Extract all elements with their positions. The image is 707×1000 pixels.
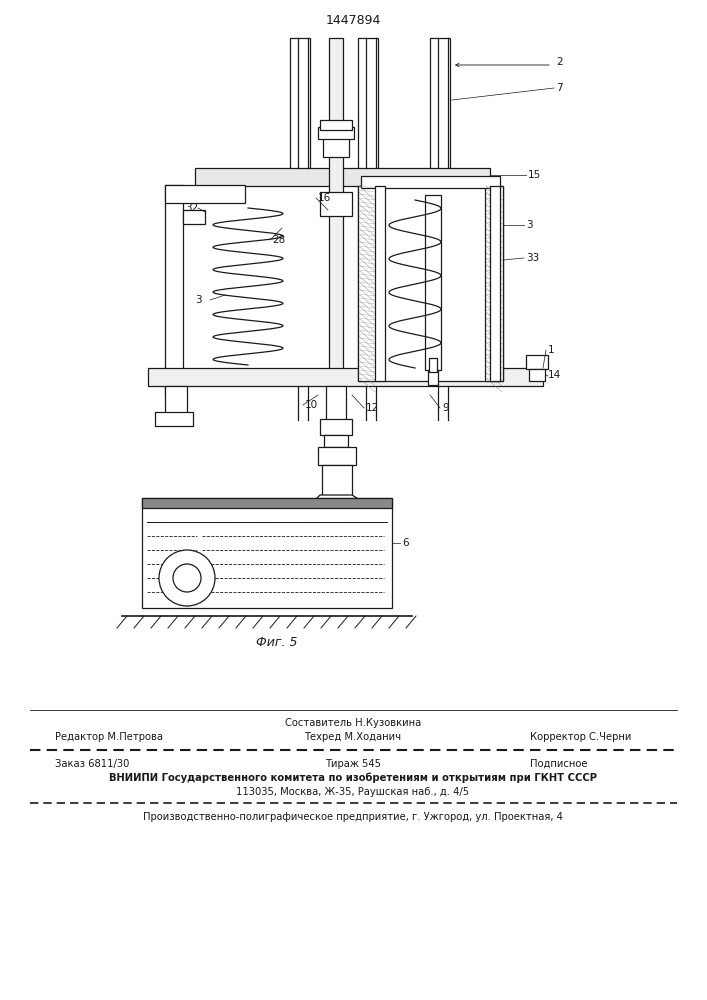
Polygon shape xyxy=(315,495,360,500)
Text: Редактор М.Петрова: Редактор М.Петрова xyxy=(55,732,163,742)
Text: 113035, Москва, Ж-35, Раушская наб., д. 4/5: 113035, Москва, Ж-35, Раушская наб., д. … xyxy=(236,787,469,797)
Bar xyxy=(320,419,352,435)
Bar xyxy=(142,498,392,508)
Bar xyxy=(358,186,503,381)
Text: 3: 3 xyxy=(195,295,201,305)
Text: Корректор С.Черни: Корректор С.Черни xyxy=(530,732,631,742)
Bar xyxy=(361,176,500,188)
Text: Производственно-полиграфическое предприятие, г. Ужгород, ул. Проектная, 4: Производственно-полиграфическое предприя… xyxy=(143,812,563,822)
Text: Заказ 6811/30: Заказ 6811/30 xyxy=(55,759,129,769)
Bar xyxy=(183,210,205,224)
Bar xyxy=(428,370,438,385)
Bar xyxy=(320,192,352,216)
Bar xyxy=(430,38,450,173)
Text: 9: 9 xyxy=(442,403,449,413)
Text: 14: 14 xyxy=(548,370,561,380)
Bar xyxy=(429,358,437,372)
Text: 10: 10 xyxy=(305,400,318,410)
Bar xyxy=(195,168,490,186)
Bar xyxy=(329,38,343,458)
Bar xyxy=(322,465,352,500)
Bar xyxy=(375,186,385,381)
Text: 6: 6 xyxy=(402,538,409,548)
Text: Тираж 545: Тираж 545 xyxy=(325,759,381,769)
Bar xyxy=(485,186,503,381)
Polygon shape xyxy=(360,207,374,221)
Bar xyxy=(318,127,354,139)
Bar xyxy=(165,386,187,416)
Text: 12: 12 xyxy=(366,403,379,413)
Bar xyxy=(326,386,346,421)
Bar xyxy=(319,512,353,520)
Bar xyxy=(148,368,543,386)
Polygon shape xyxy=(307,520,355,540)
Bar xyxy=(490,186,500,381)
Bar xyxy=(320,120,352,130)
Circle shape xyxy=(159,550,215,606)
Circle shape xyxy=(173,564,201,592)
Text: Фиг. 5: Фиг. 5 xyxy=(256,637,298,650)
Bar xyxy=(358,38,378,173)
Text: 16: 16 xyxy=(318,193,332,203)
Bar xyxy=(324,435,348,447)
Polygon shape xyxy=(360,302,374,316)
Bar xyxy=(529,369,545,381)
Text: 28: 28 xyxy=(272,235,285,245)
Bar xyxy=(323,135,349,157)
Polygon shape xyxy=(360,226,374,240)
Bar xyxy=(290,38,310,173)
Text: 2: 2 xyxy=(556,57,563,67)
Bar xyxy=(318,447,356,465)
Bar xyxy=(358,186,376,381)
Polygon shape xyxy=(360,359,374,373)
Bar xyxy=(142,498,392,608)
Text: 15: 15 xyxy=(528,170,542,180)
Polygon shape xyxy=(360,245,374,259)
Text: 7: 7 xyxy=(556,83,563,93)
Text: 33: 33 xyxy=(526,253,539,263)
Polygon shape xyxy=(360,340,374,354)
Text: 1: 1 xyxy=(548,345,554,355)
Polygon shape xyxy=(360,188,374,202)
Polygon shape xyxy=(360,264,374,278)
Bar xyxy=(425,195,441,370)
Polygon shape xyxy=(360,283,374,297)
Bar xyxy=(526,355,548,369)
Bar xyxy=(165,185,245,203)
Bar xyxy=(155,412,193,426)
Text: 1447894: 1447894 xyxy=(325,13,380,26)
Text: Подписное: Подписное xyxy=(530,759,588,769)
Text: ВНИИПИ Государственного комитета по изобретениям и открытиям при ГКНТ СССР: ВНИИПИ Государственного комитета по изоб… xyxy=(109,773,597,783)
Polygon shape xyxy=(360,321,374,335)
Text: 32: 32 xyxy=(185,203,198,213)
Text: 3: 3 xyxy=(526,220,532,230)
Text: Составитель Н.Кузовкина: Составитель Н.Кузовкина xyxy=(285,718,421,728)
Bar xyxy=(165,185,183,395)
Bar xyxy=(325,500,347,512)
Text: Техред М.Ходанич: Техред М.Ходанич xyxy=(305,732,402,742)
